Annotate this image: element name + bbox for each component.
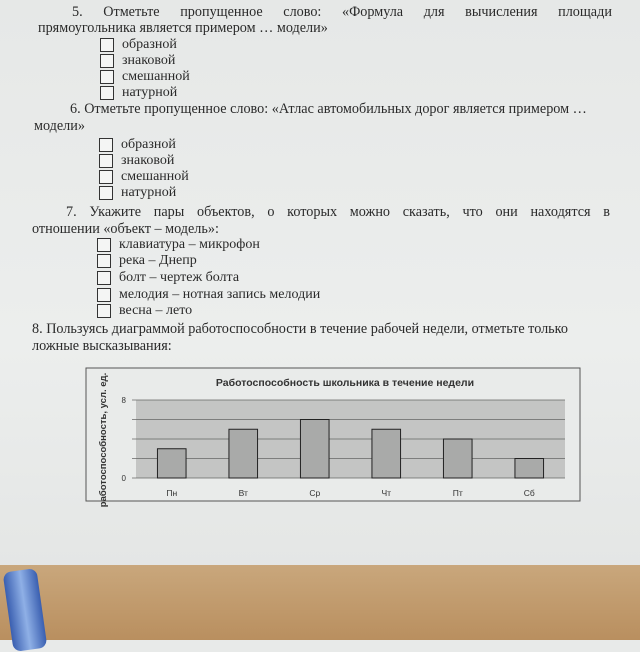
option-label: знаковой	[121, 153, 175, 168]
option-label: образной	[121, 137, 176, 152]
option[interactable]: знаковой	[99, 153, 174, 169]
option[interactable]: смешанной	[99, 169, 189, 185]
option[interactable]: образной	[100, 37, 177, 53]
word: Отметьте	[103, 4, 160, 20]
option-label: образной	[122, 37, 177, 52]
checkbox[interactable]	[99, 170, 113, 184]
bar-Ср	[299, 419, 330, 479]
option-label: знаковой	[122, 53, 176, 68]
option[interactable]: образной	[99, 137, 176, 153]
checkbox[interactable]	[97, 238, 111, 252]
bar-Пн	[156, 448, 187, 479]
checkbox[interactable]	[97, 304, 111, 318]
word: пары	[153, 204, 185, 220]
option[interactable]: река – Днепр	[97, 253, 197, 269]
question-number: 5.	[72, 4, 83, 20]
checkbox[interactable]	[97, 254, 111, 268]
checkbox[interactable]	[100, 54, 114, 68]
question-8-line2: ложные высказывания:	[32, 338, 172, 354]
question-7-line1: 7. Укажите пары объектов, о которых можн…	[66, 204, 610, 221]
option-label: весна – лето	[119, 303, 193, 318]
word: пропущенное	[180, 4, 263, 20]
x-tick-label: Сб	[524, 488, 535, 498]
option[interactable]: знаковой	[100, 53, 175, 69]
word: сказать,	[402, 204, 450, 220]
question-8-line1: Пользуясь диаграммой работоспособности в…	[46, 321, 568, 337]
checkbox[interactable]	[99, 154, 113, 168]
word: можно	[349, 204, 391, 220]
question-number: 7.	[66, 204, 77, 220]
y-tick-label: 8	[122, 396, 127, 405]
question-6-line1: Отметьте пропущенное слово: «Атлас автом…	[84, 101, 587, 117]
question-5-line1: 5. Отметьте пропущенное слово: «Формула …	[72, 4, 612, 21]
checkbox[interactable]	[100, 86, 114, 100]
y-tick-label: 0	[122, 474, 127, 483]
option-label: клавиатура – микрофон	[119, 237, 260, 252]
x-tick-label: Пн	[166, 488, 177, 498]
y-axis-label: работоспособность, усл. ед.	[98, 373, 109, 507]
option[interactable]: мелодия – нотная запись мелодии	[97, 287, 320, 303]
option[interactable]: клавиатура – микрофон	[97, 237, 260, 253]
checkbox[interactable]	[100, 70, 114, 84]
option[interactable]: весна – лето	[97, 303, 192, 319]
checkbox[interactable]	[99, 138, 113, 152]
word: которых	[287, 204, 338, 220]
option[interactable]: болт – чертеж болта	[97, 270, 239, 286]
x-tick-label: Пт	[453, 488, 463, 498]
option-label: мелодия – нотная запись мелодии	[119, 287, 321, 302]
bar-Сб	[514, 458, 545, 479]
word: находятся	[530, 204, 591, 220]
chart-title: Работоспособность школьника в течение не…	[216, 377, 474, 389]
x-tick-label: Ср	[309, 488, 320, 498]
checkbox[interactable]	[99, 186, 113, 200]
bar-Чт	[371, 428, 402, 479]
question-number: 8.	[32, 321, 43, 337]
word: о	[267, 204, 275, 220]
option[interactable]: натурной	[100, 85, 177, 101]
question-7-line2: отношении «объект – модель»:	[32, 221, 219, 237]
question-5-line2: прямоугольника является примером … модел…	[38, 20, 328, 36]
word: «Формула	[341, 4, 404, 20]
x-tick-label: Чт	[381, 488, 391, 498]
word: слово:	[283, 4, 322, 20]
bar-Пт	[442, 438, 473, 479]
word: Укажите	[89, 204, 142, 220]
desk	[0, 565, 640, 640]
word: площади	[558, 4, 612, 20]
option-label: река – Днепр	[119, 253, 197, 268]
bar-Вт	[228, 428, 259, 479]
x-tick-label: Вт	[239, 488, 248, 498]
option-label: смешанной	[121, 169, 189, 184]
word: вычисления	[465, 4, 538, 20]
option-label: смешанной	[122, 69, 190, 84]
word: для	[423, 4, 445, 20]
word: в	[603, 204, 610, 220]
checkbox[interactable]	[97, 288, 111, 302]
option[interactable]: натурной	[99, 185, 176, 201]
option-label: натурной	[122, 85, 178, 100]
question-6-line2: модели»	[34, 118, 85, 134]
word: что	[462, 204, 483, 220]
question-number: 6.	[70, 101, 81, 117]
option-label: натурной	[121, 185, 177, 200]
word: они	[495, 204, 518, 220]
checkbox[interactable]	[97, 271, 111, 285]
checkbox[interactable]	[100, 38, 114, 52]
option-label: болт – чертеж болта	[119, 270, 240, 285]
word: объектов,	[196, 204, 255, 220]
option[interactable]: смешанной	[100, 69, 190, 85]
